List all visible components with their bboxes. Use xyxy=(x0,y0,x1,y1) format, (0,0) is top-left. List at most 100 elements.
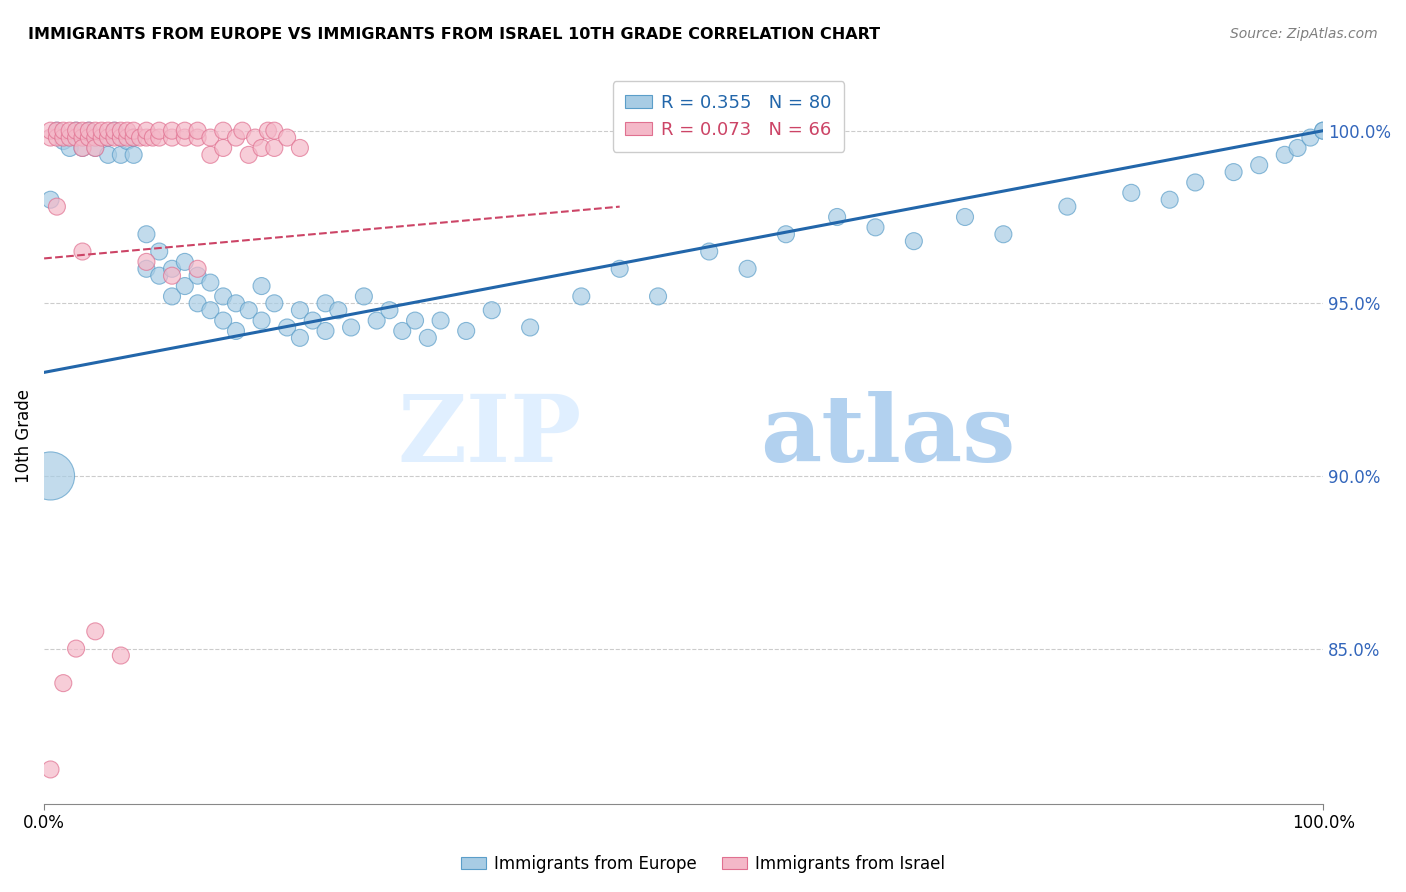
Point xyxy=(52,123,75,137)
Point xyxy=(481,303,503,318)
Point xyxy=(122,123,145,137)
Point xyxy=(429,313,451,327)
Point xyxy=(59,123,82,137)
Point xyxy=(1159,193,1181,207)
Point xyxy=(1299,130,1322,145)
Point xyxy=(97,130,120,145)
Point xyxy=(39,193,62,207)
Point xyxy=(212,123,235,137)
Point xyxy=(315,296,337,310)
Point xyxy=(52,676,75,690)
Point xyxy=(231,123,253,137)
Text: atlas: atlas xyxy=(761,392,1015,482)
Point xyxy=(65,123,87,137)
Text: IMMIGRANTS FROM EUROPE VS IMMIGRANTS FROM ISRAEL 10TH GRADE CORRELATION CHART: IMMIGRANTS FROM EUROPE VS IMMIGRANTS FRO… xyxy=(28,27,880,42)
Point xyxy=(391,324,413,338)
Point xyxy=(148,123,170,137)
Point xyxy=(519,320,541,334)
Point xyxy=(1222,165,1244,179)
Point xyxy=(39,123,62,137)
Point xyxy=(187,268,209,283)
Point xyxy=(135,130,157,145)
Point xyxy=(72,130,94,145)
Point xyxy=(416,331,439,345)
Point xyxy=(77,123,100,137)
Point xyxy=(340,320,363,334)
Point xyxy=(187,123,209,137)
Point xyxy=(404,313,426,327)
Point xyxy=(775,227,797,242)
Point xyxy=(84,123,107,137)
Point xyxy=(173,279,195,293)
Point xyxy=(39,130,62,145)
Text: ZIP: ZIP xyxy=(396,392,581,482)
Y-axis label: 10th Grade: 10th Grade xyxy=(15,389,32,483)
Point xyxy=(200,148,222,162)
Point xyxy=(52,130,75,145)
Point xyxy=(187,296,209,310)
Point xyxy=(97,148,120,162)
Point xyxy=(378,303,401,318)
Point xyxy=(72,123,94,137)
Point xyxy=(263,141,285,155)
Point xyxy=(288,141,311,155)
Point xyxy=(737,261,759,276)
Point xyxy=(110,130,132,145)
Point xyxy=(84,624,107,639)
Point xyxy=(456,324,478,338)
Point xyxy=(39,469,62,483)
Point xyxy=(90,123,112,137)
Point xyxy=(65,641,87,656)
Point xyxy=(90,130,112,145)
Point xyxy=(993,227,1015,242)
Point xyxy=(225,130,247,145)
Point xyxy=(122,130,145,145)
Point xyxy=(212,313,235,327)
Point xyxy=(1249,158,1271,172)
Point xyxy=(84,141,107,155)
Point xyxy=(200,130,222,145)
Point xyxy=(353,289,375,303)
Point xyxy=(52,134,75,148)
Point xyxy=(84,130,107,145)
Point xyxy=(103,123,125,137)
Point xyxy=(257,123,280,137)
Point xyxy=(45,123,67,137)
Point xyxy=(288,331,311,345)
Point xyxy=(243,130,266,145)
Point xyxy=(263,123,285,137)
Point xyxy=(1184,176,1206,190)
Point xyxy=(45,130,67,145)
Point xyxy=(160,268,183,283)
Point xyxy=(117,130,139,145)
Point xyxy=(39,763,62,777)
Point xyxy=(315,324,337,338)
Point xyxy=(103,130,125,145)
Point xyxy=(59,130,82,145)
Point xyxy=(903,234,925,248)
Point xyxy=(135,227,157,242)
Point xyxy=(135,261,157,276)
Point xyxy=(59,141,82,155)
Point xyxy=(250,279,273,293)
Point xyxy=(276,320,298,334)
Point xyxy=(97,130,120,145)
Point xyxy=(117,123,139,137)
Point xyxy=(45,200,67,214)
Point xyxy=(173,130,195,145)
Point xyxy=(65,130,87,145)
Point xyxy=(110,148,132,162)
Point xyxy=(173,123,195,137)
Point xyxy=(1056,200,1078,214)
Point xyxy=(77,123,100,137)
Point xyxy=(160,289,183,303)
Point xyxy=(135,123,157,137)
Point xyxy=(160,123,183,137)
Point xyxy=(276,130,298,145)
Text: Source: ZipAtlas.com: Source: ZipAtlas.com xyxy=(1230,27,1378,41)
Point xyxy=(301,313,323,327)
Point xyxy=(72,141,94,155)
Point xyxy=(1274,148,1296,162)
Point xyxy=(225,296,247,310)
Point xyxy=(238,303,260,318)
